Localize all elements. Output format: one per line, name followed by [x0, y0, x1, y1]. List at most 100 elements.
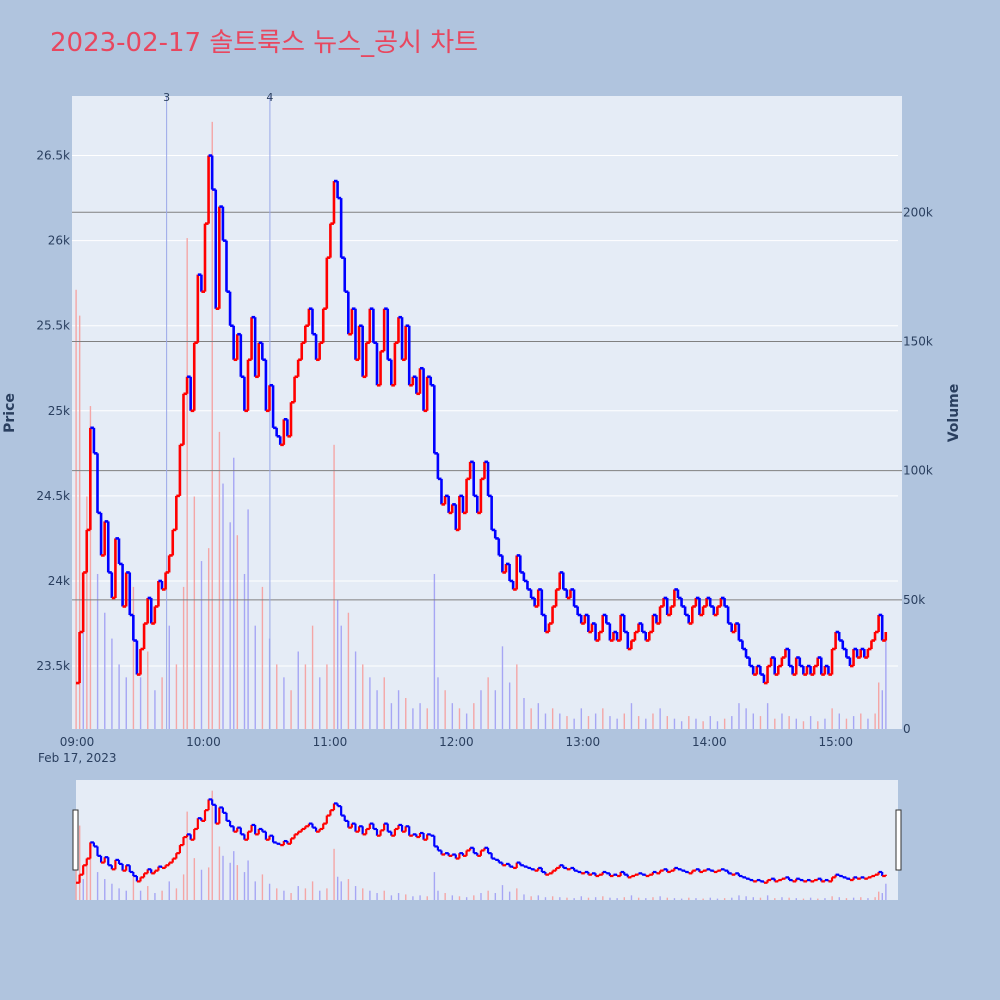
slider-volume-bar [437, 890, 439, 900]
volume-bar [437, 677, 439, 729]
volume-bar [795, 718, 797, 729]
slider-volume-bar [494, 893, 497, 900]
volume-bar [885, 638, 887, 729]
slider-volume-bar [673, 898, 676, 900]
slider-volume-bar [551, 896, 554, 900]
slider-volume-bar [616, 898, 618, 900]
volume-bar [623, 713, 626, 729]
volume-bar [229, 522, 231, 729]
volume-bar [186, 238, 188, 729]
slider-volume-bar [397, 893, 400, 900]
slider-volume-bar [376, 893, 378, 900]
volume-bar [405, 697, 407, 729]
slider-volume-bar [412, 896, 414, 900]
volume-bar [831, 708, 833, 729]
slider-volume-bar [781, 897, 783, 900]
volume-bar [465, 713, 468, 729]
volume-tick-label: 100k [903, 464, 933, 478]
volume-bar [311, 625, 314, 729]
volume-bar [218, 431, 221, 729]
volume-bar [283, 677, 285, 729]
slider-volume-bar [147, 886, 149, 900]
volume-bar [290, 690, 292, 729]
time-tick-label: 14:00 [692, 735, 727, 749]
slider-volume-bar [390, 895, 393, 900]
slider-volume-bar [243, 872, 246, 900]
slider-volume-bar [852, 897, 855, 900]
slider-volume-bar [297, 886, 299, 900]
slider-volume-bar [458, 896, 461, 900]
range-slider-handle-left[interactable] [72, 809, 79, 871]
volume-bar [326, 664, 328, 729]
slider-volume-bar [530, 896, 532, 900]
slider-volume-bar [738, 895, 740, 900]
price-tick-label: 25.5k [36, 319, 70, 333]
volume-bar [354, 651, 357, 729]
slider-volume-bar [154, 893, 156, 900]
slider-volume-bar [695, 898, 697, 900]
volume-bar [537, 703, 540, 729]
slider-volume-bar [881, 893, 883, 900]
slider-volume-bar [433, 872, 436, 900]
slider-volume-bar [702, 898, 704, 900]
slider-volume-bar [860, 897, 862, 900]
slider-volume-bar [168, 881, 170, 900]
volume-bar [118, 664, 120, 729]
main-plot-area[interactable] [72, 96, 902, 729]
price-tick-label: 26.5k [36, 149, 70, 163]
slider-volume-bar [362, 888, 364, 900]
slider-volume-bar [111, 883, 113, 900]
volume-bar [125, 677, 127, 729]
volume-bar [809, 716, 812, 729]
slider-volume-bar [319, 890, 321, 900]
slider-volume-bar [254, 881, 256, 900]
volume-bar [362, 664, 364, 729]
volume-bar [616, 718, 618, 729]
volume-bar [254, 625, 256, 729]
volume-bar [444, 690, 446, 729]
volume-bar [336, 599, 339, 729]
volume-bar [645, 718, 647, 729]
volume-bars [75, 121, 887, 729]
volume-bar [695, 718, 697, 729]
volume-bar [182, 586, 185, 729]
slider-volume-bar [788, 897, 790, 900]
volume-tick-label: 0 [903, 722, 911, 736]
slider-volume-bar [229, 862, 231, 900]
slider-volume-bar [186, 811, 188, 900]
volume-bar [580, 708, 583, 729]
volume-bar [659, 708, 661, 729]
volume-bar [530, 708, 532, 729]
volume-bar [161, 677, 163, 729]
volume-bar [630, 703, 633, 729]
volume-bar [716, 721, 719, 729]
volume-bar [412, 708, 414, 729]
volume-bar [752, 713, 755, 729]
slider-volume-bar [838, 897, 840, 900]
slider-volume-bar [311, 881, 314, 900]
volume-bar [333, 444, 335, 729]
volume-bar [390, 703, 393, 729]
slider-volume-bar [845, 898, 848, 900]
volume-bar [304, 664, 307, 729]
slider-volume-bar [659, 896, 661, 900]
time-tick-label: 10:00 [186, 735, 221, 749]
slider-volume-bar [268, 883, 271, 900]
slider-volume-bar [824, 898, 826, 900]
range-slider-handle-right[interactable] [895, 809, 902, 871]
slider-volume-bar [247, 860, 249, 900]
volume-tick-label: 200k [903, 205, 933, 219]
slider-volume-bar [104, 879, 106, 900]
volume-bar [723, 718, 726, 729]
slider-volume-bar [125, 890, 127, 900]
slider-volume-bar [559, 897, 561, 900]
volume-bar [319, 677, 321, 729]
volume-bar [566, 716, 568, 729]
slider-volume-bar [652, 897, 654, 900]
volume-bar [824, 718, 826, 729]
slider-volume-bar [766, 895, 769, 900]
price-tick-label: 26k [48, 234, 70, 248]
volume-bar [508, 682, 511, 729]
volume-bar [207, 548, 210, 729]
